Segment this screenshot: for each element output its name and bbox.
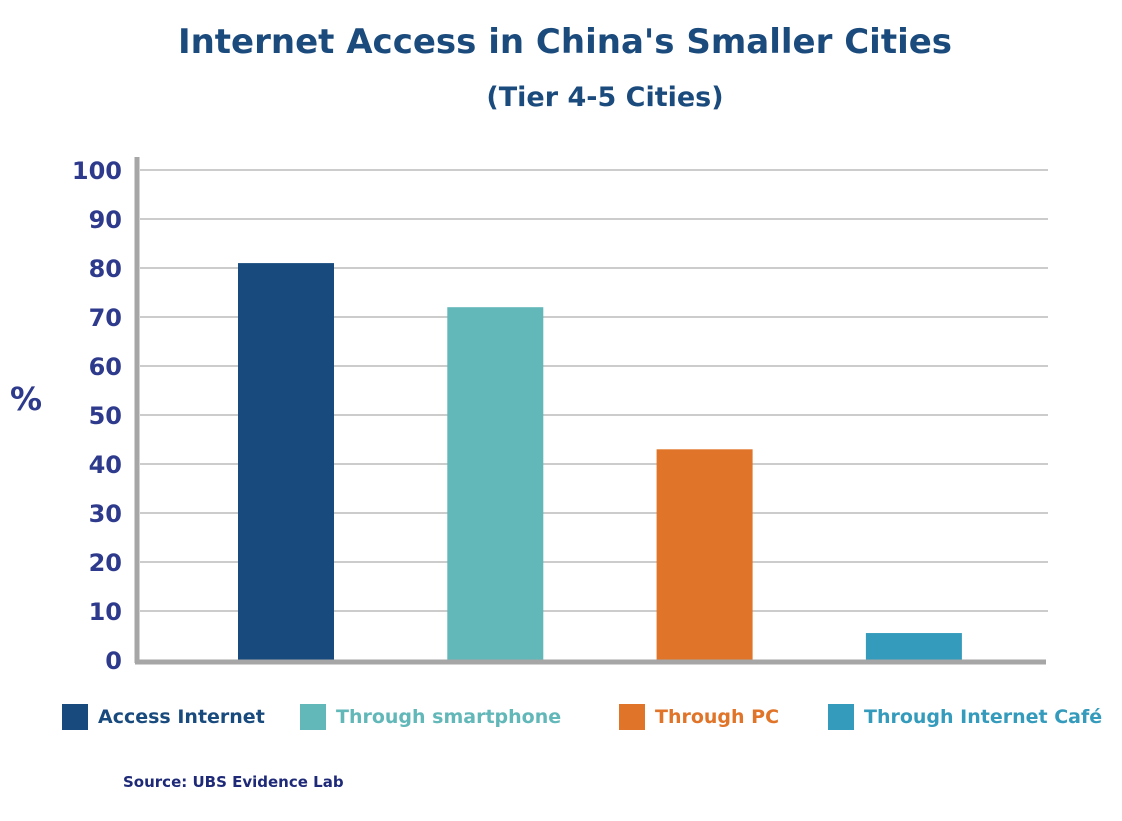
legend-item-through-internet-cafe: Through Internet Café: [828, 703, 1102, 731]
axes: [134, 157, 1046, 665]
y-tick-label: 30: [89, 500, 122, 528]
chart-title: Internet Access in China's Smaller Citie…: [177, 22, 953, 62]
y-tick-label: 40: [89, 451, 122, 479]
y-tick-label: 60: [89, 353, 122, 381]
y-tick-label: 70: [89, 304, 122, 332]
legend-swatch: [619, 704, 645, 730]
y-tick-label: 0: [105, 647, 122, 675]
bar-through-smartphone: [447, 307, 544, 660]
y-tick-label: 20: [89, 549, 122, 577]
y-tick-label: 10: [89, 598, 122, 626]
bars: [238, 263, 962, 660]
legend-item-access-internet: Access Internet: [62, 703, 265, 731]
legend-label: Through Internet Café: [864, 706, 1103, 728]
legend-label: Through smartphone: [336, 706, 562, 728]
y-axis-label: %: [10, 380, 43, 418]
y-tick-label: 80: [89, 255, 122, 283]
legend-label: Access Internet: [98, 706, 265, 728]
legend-item-through-smartphone: Through smartphone: [300, 703, 561, 731]
bar-access-internet: [238, 263, 334, 660]
legend-label: Through PC: [655, 706, 780, 728]
y-tick-label: 90: [89, 206, 122, 234]
bar-chart-plot: 0 10 20 30 40 50 60 70 80 90 100: [72, 157, 1048, 675]
y-tick-label: 100: [72, 157, 122, 185]
legend-swatch: [828, 704, 854, 730]
legend-swatch: [62, 704, 88, 730]
y-tick-label: 50: [89, 402, 122, 430]
chart-subtitle: (Tier 4-5 Cities): [486, 82, 724, 113]
source-note: Source: UBS Evidence Lab: [123, 773, 344, 791]
bar-through-pc: [656, 449, 753, 660]
legend-swatch: [300, 704, 326, 730]
y-tick-labels: 0 10 20 30 40 50 60 70 80 90 100: [72, 157, 122, 675]
legend-item-through-pc: Through PC: [619, 703, 779, 731]
bar-through-internet-caf-: [865, 633, 962, 660]
